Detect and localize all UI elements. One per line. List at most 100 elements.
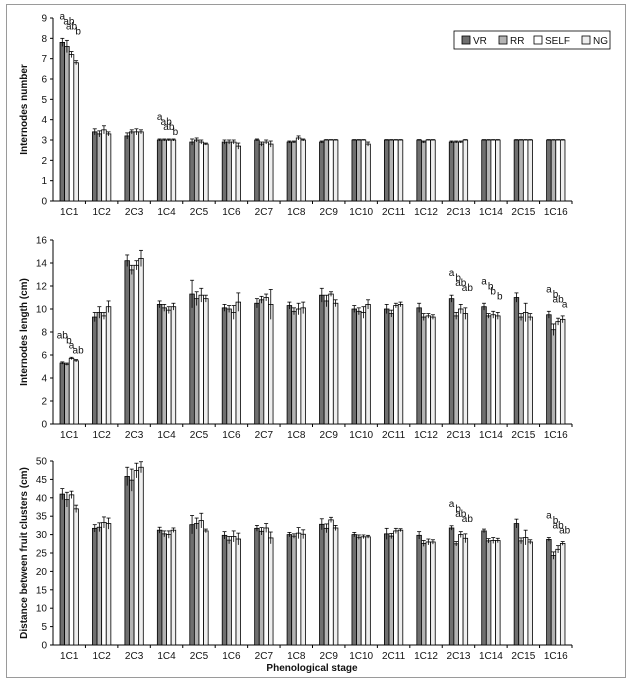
bar-self-1c14: [490, 139, 496, 202]
bar-ng-2c15: [527, 316, 533, 425]
y-tick-label: 0: [41, 420, 47, 431]
bar-self-2c7: [263, 141, 269, 202]
x-tick-label: 1C14: [479, 651, 503, 662]
bar-vr-1c6: [221, 141, 228, 202]
significance-label: b: [497, 291, 503, 302]
bar-rr-1c2: [96, 133, 103, 202]
bar-ng-1c4: [170, 306, 177, 425]
bar-rr-2c13: [453, 543, 459, 646]
x-tick-label: 2C9: [320, 651, 339, 662]
bar-self-2c9: [328, 293, 334, 425]
bar-vr-1c1: [59, 42, 66, 202]
bar-self-2c9: [328, 139, 334, 202]
bar-ng-1c4: [170, 139, 177, 202]
bar-vr-2c5: [189, 524, 195, 646]
y-tick-label: 4: [41, 115, 47, 126]
legend-label-ng: NG: [593, 36, 608, 47]
bar-ng-1c1: [73, 508, 79, 646]
bar-ng-2c9: [332, 139, 339, 202]
legend-swatch-vr: [461, 35, 471, 45]
bar-self-1c14: [490, 314, 496, 425]
bar-self-1c1: [68, 494, 75, 646]
y-tick-label: 30: [36, 530, 48, 541]
x-tick-label: 2C15: [511, 651, 535, 662]
x-tick-label: 1C4: [157, 430, 176, 441]
y-axis-title: Distance between fruit clusters (cm): [19, 467, 30, 639]
bar-vr-2c7: [254, 139, 260, 202]
y-tick-label: 5: [41, 95, 47, 106]
bar-ng-2c9: [332, 302, 339, 425]
bar-rr-1c4: [161, 307, 167, 425]
legend-swatch-self: [533, 35, 543, 45]
significance-label: b: [173, 127, 179, 138]
significance-label: ab: [161, 117, 173, 128]
bar-rr-1c16: [550, 555, 557, 646]
bar-rr-2c7: [258, 299, 265, 425]
bar-self-1c6: [231, 141, 237, 202]
significance-label: b: [66, 335, 72, 346]
x-tick-label: 2C11: [382, 207, 406, 218]
significance-label: ab: [455, 509, 467, 520]
bar-rr-1c14: [485, 139, 492, 202]
bar-ng-2c13: [462, 313, 469, 425]
bar-rr-1c8: [291, 535, 297, 646]
x-tick-label: 1C1: [60, 651, 79, 662]
bar-vr-1c1: [59, 362, 66, 425]
bar-self-1c12: [425, 541, 432, 646]
bar-rr-2c11: [388, 139, 394, 202]
significance-label: ab: [66, 21, 78, 32]
bar-vr-1c2: [92, 316, 98, 425]
x-tick-label: 1C2: [92, 651, 111, 662]
significance-label: ab: [553, 521, 565, 532]
bar-ng-1c16: [559, 139, 566, 202]
bar-rr-1c2: [96, 526, 103, 646]
significance-label: a: [449, 499, 455, 510]
bar-vr-1c4: [156, 303, 163, 425]
bar-self-1c8: [295, 137, 302, 202]
bar-self-2c13: [458, 141, 464, 202]
bar-ng-2c3: [138, 466, 144, 646]
bar-self-2c3: [133, 264, 140, 425]
bar-vr-1c8: [286, 141, 293, 202]
bar-rr-1c16: [550, 139, 557, 202]
y-tick-label: 10: [36, 604, 48, 615]
bar-vr-1c14: [481, 139, 487, 202]
x-tick-label: 2C11: [382, 651, 406, 662]
y-tick-label: 1: [41, 176, 47, 187]
bar-rr-1c14: [485, 540, 492, 646]
bar-vr-1c4: [156, 529, 163, 646]
bar-vr-2c9: [319, 141, 325, 202]
y-tick-label: 8: [41, 328, 47, 339]
significance-label: a: [449, 268, 455, 279]
bar-ng-1c2: [105, 306, 112, 425]
x-tick-label: 2C3: [125, 430, 144, 441]
bar-self-2c11: [393, 530, 399, 646]
significance-label: ab: [553, 294, 565, 305]
bar-self-1c10: [360, 139, 367, 202]
bar-rr-2c7: [258, 530, 265, 646]
y-tick-label: 9: [41, 14, 47, 25]
y-tick-label: 40: [36, 493, 48, 504]
bar-self-2c11: [393, 305, 399, 425]
significance-label: ab: [462, 283, 474, 294]
bar-ng-1c10: [365, 143, 371, 202]
bar-vr-2c3: [124, 135, 130, 202]
significance-label: b: [488, 281, 494, 292]
bar-rr-1c6: [226, 141, 232, 202]
significance-label: ab: [73, 345, 85, 356]
bar-vr-1c2: [92, 131, 98, 202]
significance-label: a: [562, 299, 568, 310]
bar-self-2c5: [198, 141, 204, 202]
bar-vr-1c12: [416, 534, 422, 646]
significance-label: b: [553, 516, 559, 527]
x-tick-label: 2C15: [511, 430, 535, 441]
bar-vr-1c8: [286, 305, 293, 425]
x-tick-label: 1C4: [157, 207, 176, 218]
x-tick-label: 2C15: [511, 207, 535, 218]
x-tick-label: 2C3: [125, 651, 144, 662]
bar-self-1c6: [231, 312, 237, 425]
x-axis-title: Phenological stage: [266, 663, 358, 674]
bar-vr-2c15: [513, 523, 520, 646]
bar-self-2c7: [263, 527, 269, 646]
bar-self-1c12: [425, 139, 432, 202]
